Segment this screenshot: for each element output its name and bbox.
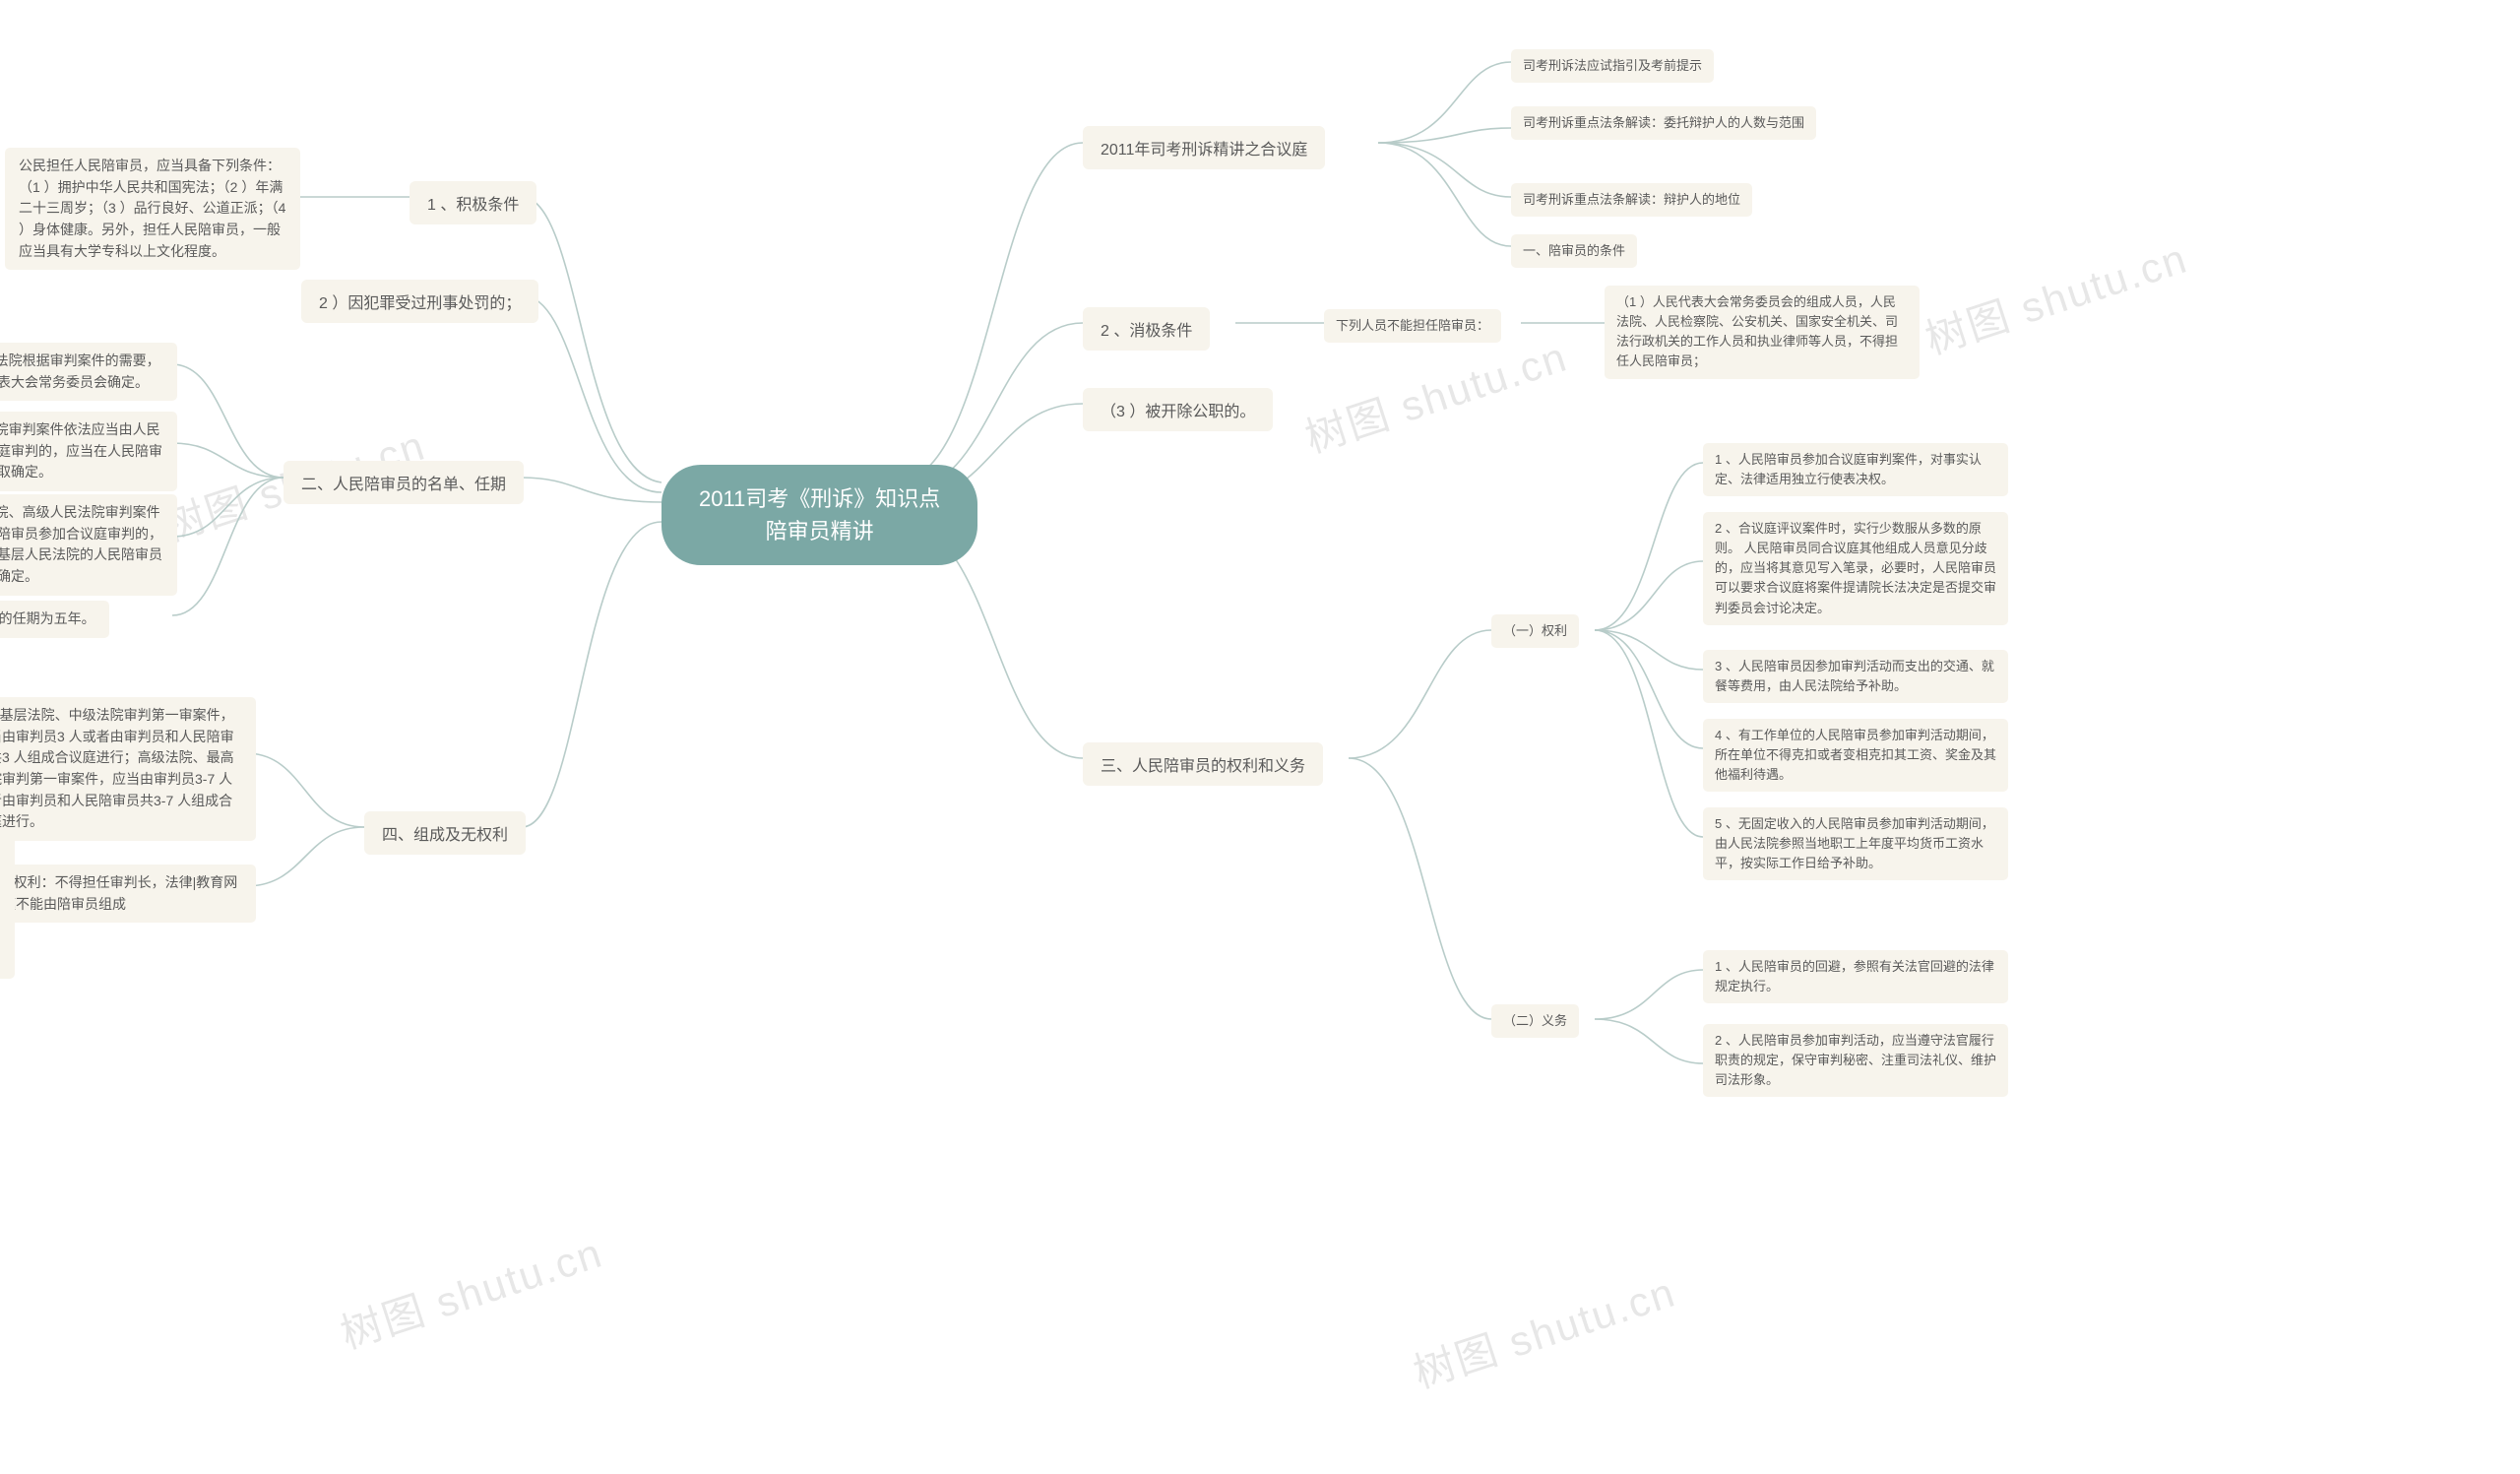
branch-right-3: （3 ）被开除公职的。 (1083, 388, 1273, 431)
leaf-l3-1: 1 、由基层人民法院根据审判案件的需要，提请同级人民代表大会常务委员会确定。 (0, 343, 177, 401)
leaf-r1-1: 司考刑诉法应试指引及考前提示 (1511, 49, 1714, 83)
leaf-l4-2: 2 、无权利：不得担任审判长，法律|教育网 独任庭不能由陪审员组成 (0, 865, 256, 923)
leaf-l3-2: 2 、基层人民法院审判案件依法应当由人民陪审员参加合议庭审判的，应当在人民陪审员… (0, 412, 177, 491)
branch-left-2: 2 ）因犯罪受过刑事处罚的； (301, 280, 538, 323)
watermark: 树图 shutu.cn (332, 1220, 609, 1361)
center-node: 2011司考《刑诉》知识点 陪审员精讲 (662, 465, 977, 565)
connectors (0, 0, 2520, 1474)
branch-left-3: 二、人民陪审员的名单、任期 (284, 461, 524, 504)
branch-left-4: 四、组成及无权利 (364, 811, 526, 855)
branch-left-1: 1 、积极条件 (410, 181, 536, 224)
watermark: 树图 shutu.cn (1405, 1259, 1682, 1400)
duties-1: 1 、人民陪审员的回避，参照有关法官回避的法律规定执行。 (1703, 950, 2008, 1003)
branch-right-1: 2011年司考刑诉精讲之合议庭 (1083, 126, 1325, 169)
rights-3: 3 、人民陪审员因参加审判活动而支出的交通、就餐等费用，由人民法院给予补助。 (1703, 650, 2008, 703)
center-title-1: 2011司考《刑诉》知识点 (699, 486, 940, 511)
leaf-r1-3: 司考刑诉重点法条解读：辩护人的地位 (1511, 183, 1752, 217)
branch-right-4: 三、人民陪审员的权利和义务 (1083, 742, 1323, 786)
leaf-l3-3: 3 、中级人民法院、高级人民法院审判案件依法应当由人民陪审员参加合议庭审判的，在… (0, 494, 177, 596)
rights-5: 5 、无固定收入的人民陪审员参加审判活动期间，由人民法院参照当地职工上年度平均货… (1703, 807, 2008, 880)
leaf-r1-2: 司考刑诉重点法条解读：委托辩护人的人数与范围 (1511, 106, 1816, 140)
rights-1: 1 、人民陪审员参加合议庭审判案件，对事实认定、法律适用独立行使表决权。 (1703, 443, 2008, 496)
center-title-2: 陪审员精讲 (766, 519, 874, 544)
leaf-l3-4: 4 、 人民陪审员的任期为五年。 (0, 601, 109, 638)
leaf-l4-summary: 总结：（1 ）陪审只在一审中；（2 ）陪审员的条件；（3 ）陪审员的任职资格、任… (0, 835, 15, 979)
rights-2: 2 、合议庭评议案件时，实行少数服从多数的原则。 人民陪审员同合议庭其他组成人员… (1703, 512, 2008, 625)
leaf-r2-leaf: （1 ）人民代表大会常务委员会的组成人员，人民法院、人民检察院、公安机关、国家安… (1605, 286, 1920, 379)
branch-right-2: 2 、消极条件 (1083, 307, 1210, 351)
leaf-l1: 公民担任人民陪审员，应当具备下列条件：（1 ）拥护中华人民共和国宪法；（2 ）年… (5, 148, 300, 270)
watermark: 树图 shutu.cn (1296, 324, 1574, 465)
leaf-l4-1: 1 、基层法院、中级法院审判第一审案件，应当由审判员3 人或者由审判员和人民陪审… (0, 697, 256, 841)
rights-4: 4 、有工作单位的人民陪审员参加审判活动期间，所在单位不得克扣或者变相克扣其工资… (1703, 719, 2008, 792)
watermark: 树图 shutu.cn (1917, 225, 2194, 366)
duties-label: （二）义务 (1491, 1004, 1579, 1038)
leaf-r1-4: 一、陪审员的条件 (1511, 234, 1637, 268)
rights-label: （一）权利 (1491, 614, 1579, 648)
leaf-r2-mid: 下列人员不能担任陪审员： (1324, 309, 1501, 343)
duties-2: 2 、人民陪审员参加审判活动，应当遵守法官履行职责的规定，保守审判秘密、注重司法… (1703, 1024, 2008, 1097)
